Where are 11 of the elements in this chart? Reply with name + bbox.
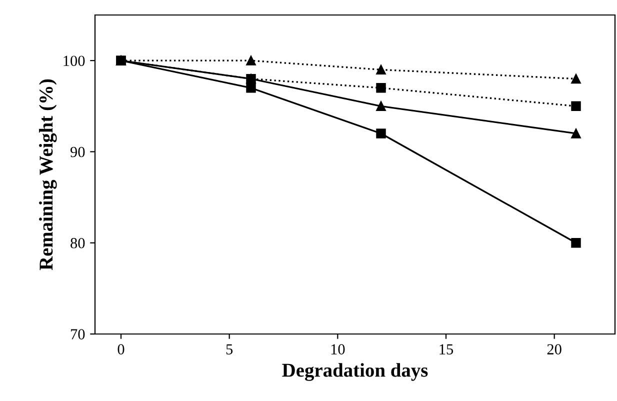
x-tick-label: 15 <box>440 344 454 354</box>
y-tick-label: 90 <box>70 146 85 158</box>
x-tick-label: 5 <box>226 344 233 354</box>
x-tick-label: 10 <box>331 344 345 354</box>
y-tick-label: 80 <box>70 238 85 248</box>
x-tick-label: 0 <box>118 344 124 354</box>
x-axis-title: Degradation days <box>282 363 428 381</box>
y-axis-title: Remaining Weight (%) <box>39 79 57 270</box>
x-tick-label: 20 <box>547 344 562 354</box>
y-tick-label: 70 <box>71 329 85 340</box>
y-tick-label: 100 <box>64 56 85 66</box>
